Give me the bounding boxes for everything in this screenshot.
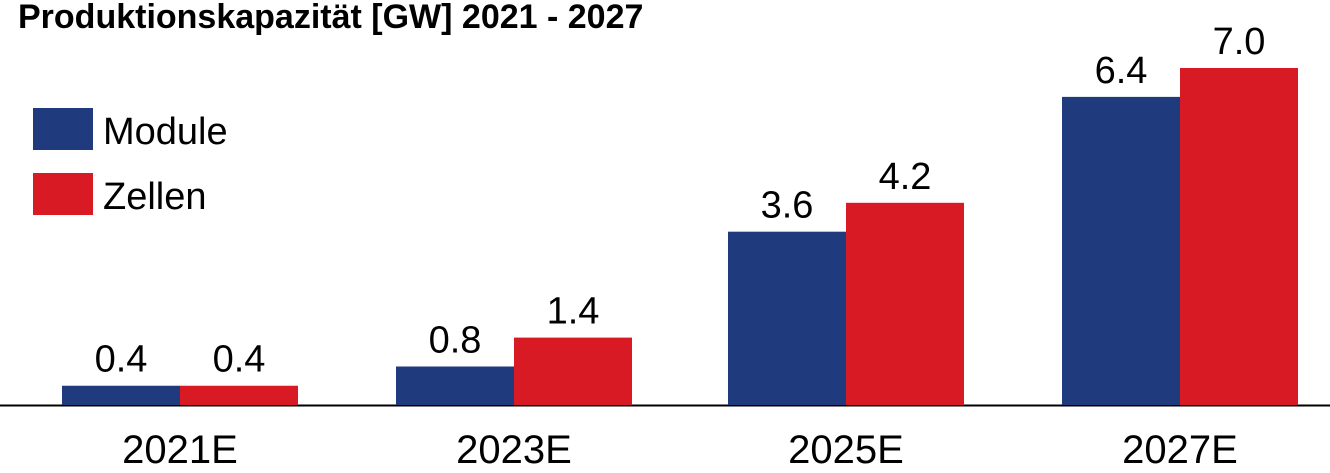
bar — [1180, 68, 1298, 405]
x-tick-label: 2021E — [122, 428, 238, 472]
legend-label: Module — [103, 111, 228, 153]
value-label: 3.6 — [761, 185, 814, 227]
bar — [396, 366, 514, 405]
bar — [1062, 96, 1180, 405]
value-label: 0.8 — [429, 319, 482, 361]
bar — [514, 337, 632, 405]
x-tick-label: 2027E — [1122, 428, 1238, 472]
value-label: 0.4 — [213, 339, 266, 381]
chart-title: Produktionskapazität [GW] 2021 - 2027 — [18, 0, 643, 36]
value-label: 0.4 — [95, 339, 148, 381]
legend-label: Zellen — [103, 176, 207, 218]
x-tick-label: 2023E — [456, 428, 572, 472]
bar — [846, 202, 964, 405]
value-label: 7.0 — [1213, 21, 1266, 63]
x-tick-label: 2025E — [788, 428, 904, 472]
legend-swatch — [33, 108, 93, 150]
bar — [62, 385, 180, 405]
value-label: 6.4 — [1095, 50, 1148, 92]
legend-swatch — [33, 173, 93, 215]
bar — [728, 231, 846, 405]
value-label: 4.2 — [879, 156, 932, 198]
value-label: 1.4 — [547, 291, 600, 333]
bar — [180, 385, 298, 405]
